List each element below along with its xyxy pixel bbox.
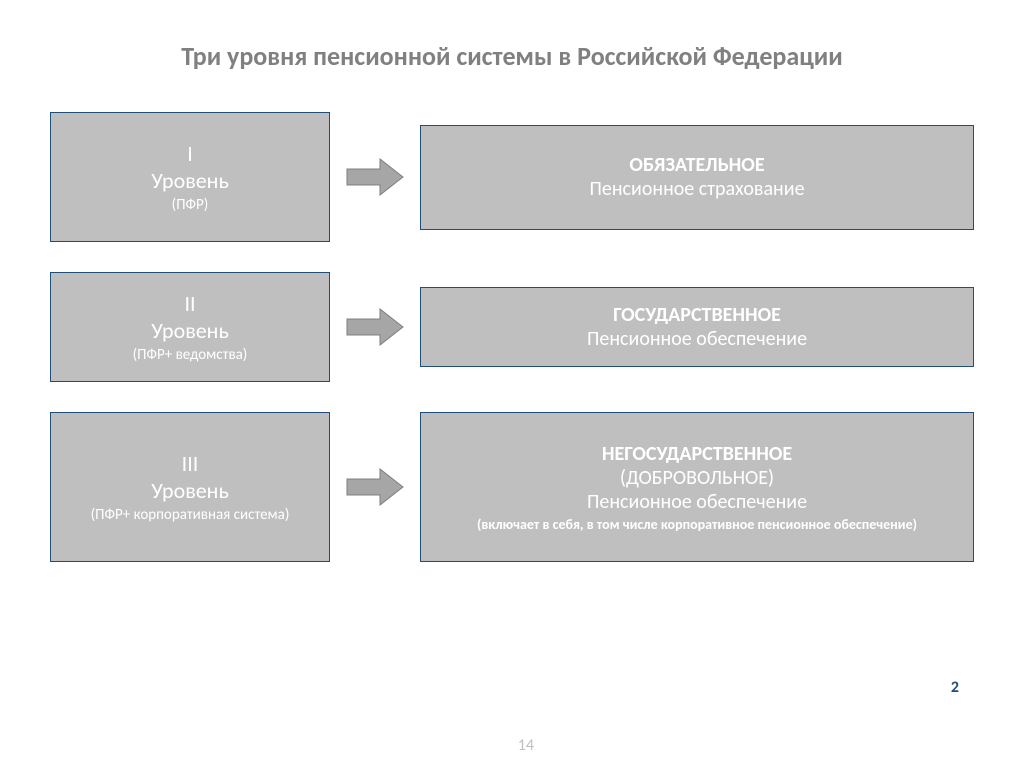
- arrow-shape: [347, 309, 403, 345]
- desc-box-1: ОБЯЗАТЕЛЬНОЕ Пенсионное страхование: [420, 125, 974, 230]
- row-level-1: I Уровень (ПФР) ОБЯЗАТЕЛЬНОЕ Пенсионное …: [50, 112, 974, 242]
- level-subtitle: (ПФР): [61, 196, 319, 214]
- arrow-icon: [345, 467, 405, 507]
- arrow-3: [330, 467, 420, 507]
- desc-title: ГОСУДАРСТВЕННОЕ: [435, 303, 959, 327]
- desc-sub: Пенсионное обеспечение: [435, 327, 959, 351]
- arrow-icon: [345, 157, 405, 197]
- level-box-2: II Уровень (ПФР+ ведомства): [50, 272, 330, 382]
- desc-sub: Пенсионное страхование: [435, 177, 959, 201]
- desc-sub: Пенсионное обеспечение: [435, 490, 959, 514]
- diagram-rows: I Уровень (ПФР) ОБЯЗАТЕЛЬНОЕ Пенсионное …: [50, 112, 974, 562]
- page-number-footer: 14: [518, 736, 534, 755]
- row-level-2: II Уровень (ПФР+ ведомства) ГОСУДАРСТВЕН…: [50, 272, 974, 382]
- row-level-3: III Уровень (ПФР+ корпоративная система)…: [50, 412, 974, 562]
- level-word: Уровень: [61, 317, 319, 344]
- page-title: Три уровня пенсионной системы в Российск…: [50, 40, 974, 72]
- arrow-2: [330, 307, 420, 347]
- page-number-main: 2: [951, 678, 959, 697]
- level-number: I: [61, 140, 319, 167]
- level-number: III: [61, 450, 319, 477]
- level-box-1: I Уровень (ПФР): [50, 112, 330, 242]
- level-subtitle: (ПФР+ ведомства): [61, 346, 319, 364]
- desc-box-2: ГОСУДАРСТВЕННОЕ Пенсионное обеспечение: [420, 287, 974, 367]
- arrow-icon: [345, 307, 405, 347]
- arrow-shape: [347, 159, 403, 195]
- desc-box-3: НЕГОСУДАРСТВЕННОЕ (ДОБРОВОЛЬНОЕ) Пенсион…: [420, 412, 974, 562]
- desc-title: ОБЯЗАТЕЛЬНОЕ: [435, 153, 959, 177]
- arrow-1: [330, 157, 420, 197]
- desc-sub2: (ДОБРОВОЛЬНОЕ): [435, 466, 959, 490]
- level-word: Уровень: [61, 167, 319, 194]
- arrow-shape: [347, 469, 403, 505]
- level-box-3: III Уровень (ПФР+ корпоративная система): [50, 412, 330, 562]
- desc-title: НЕГОСУДАРСТВЕННОЕ: [435, 442, 959, 466]
- level-word: Уровень: [61, 477, 319, 504]
- level-number: II: [61, 290, 319, 317]
- level-subtitle: (ПФР+ корпоративная система): [61, 506, 319, 524]
- desc-note: (включает в себя, в том числе корпоратив…: [435, 516, 959, 533]
